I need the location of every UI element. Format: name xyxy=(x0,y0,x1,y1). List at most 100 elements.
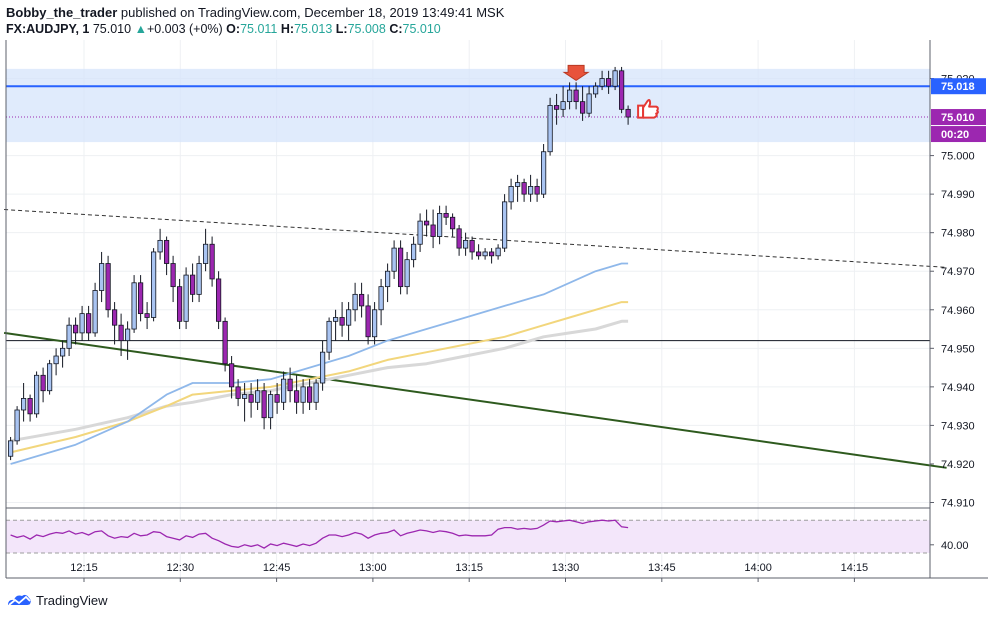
price-tick-label: 74.980 xyxy=(941,228,975,240)
candle xyxy=(423,209,430,237)
candle-body xyxy=(196,263,202,295)
candle-body xyxy=(436,213,443,237)
candle xyxy=(567,82,573,110)
candle xyxy=(606,70,612,94)
candle xyxy=(417,213,423,252)
candle xyxy=(306,379,313,410)
candle-body xyxy=(319,351,326,384)
candle xyxy=(495,244,501,260)
candle-body xyxy=(404,259,410,288)
candle-body xyxy=(73,324,79,334)
candle xyxy=(241,383,248,422)
low-label: L: xyxy=(335,22,348,36)
candle-body xyxy=(14,409,20,442)
time-tick-label: 13:30 xyxy=(552,562,580,574)
candle xyxy=(99,251,105,303)
candle-body xyxy=(430,224,436,237)
candle-body xyxy=(326,320,332,353)
candle xyxy=(53,348,59,376)
candle-body xyxy=(612,70,618,87)
candle xyxy=(625,105,631,125)
candle xyxy=(488,248,495,264)
candle xyxy=(397,240,404,295)
candle xyxy=(612,66,618,91)
candle-body xyxy=(378,286,384,311)
candle xyxy=(541,144,547,198)
candle-body xyxy=(125,328,131,342)
candle-body xyxy=(593,85,599,95)
candle xyxy=(319,340,326,391)
candle xyxy=(293,375,300,414)
candle xyxy=(60,340,66,368)
candle-body xyxy=(352,293,358,311)
candle xyxy=(469,236,475,260)
candle xyxy=(560,86,566,118)
candle-body xyxy=(580,101,586,114)
rsi-band xyxy=(6,520,930,553)
last-price-text: 75.010 xyxy=(92,22,132,36)
candle xyxy=(209,236,215,287)
symbol-label[interactable]: FX:AUDJPY, 1 xyxy=(6,22,90,36)
candle xyxy=(144,302,150,330)
candle-body xyxy=(625,108,631,118)
ma-mid-line xyxy=(10,301,629,454)
chart-annotations xyxy=(562,64,659,119)
candle-body xyxy=(112,309,118,326)
candle-body xyxy=(267,394,274,419)
candle-body xyxy=(384,270,391,288)
candle xyxy=(573,82,579,110)
candle-body xyxy=(332,317,339,322)
candle xyxy=(313,379,319,410)
candle-body xyxy=(371,309,378,338)
candle-body xyxy=(183,274,189,322)
candle-body xyxy=(176,286,183,322)
open-label: O: xyxy=(226,22,241,36)
candle xyxy=(163,236,170,276)
candle-body xyxy=(209,243,215,280)
close-label: C: xyxy=(389,22,403,36)
candle-body xyxy=(365,305,371,338)
candle-body xyxy=(60,347,66,357)
candle-body xyxy=(228,363,235,388)
candle xyxy=(202,228,209,272)
author-name[interactable]: Bobby_the_trader xyxy=(6,5,118,20)
candle xyxy=(176,278,183,330)
candle xyxy=(40,367,46,403)
candle-body xyxy=(34,374,40,415)
candle-body xyxy=(235,386,241,399)
price-tick-label: 74.910 xyxy=(941,498,975,510)
candle xyxy=(593,82,599,98)
candle-body xyxy=(248,394,254,403)
candle-body xyxy=(358,293,365,307)
candle-body xyxy=(300,386,306,403)
candle xyxy=(534,178,540,202)
candle xyxy=(378,278,384,326)
candle xyxy=(196,255,202,303)
candle-body xyxy=(118,324,124,342)
axes: 74.910 74.920 74.930 74.940 74.950 74.960 74.9… xyxy=(5,40,988,582)
candle xyxy=(332,309,339,341)
high-value: 75.013 xyxy=(294,22,333,36)
candle xyxy=(7,436,14,461)
candle-body xyxy=(606,78,612,87)
candle xyxy=(599,70,605,91)
price-tick-label: 74.960 xyxy=(941,305,975,317)
candle-body xyxy=(144,313,150,318)
candle-body xyxy=(27,398,33,415)
candle xyxy=(131,275,137,333)
candle xyxy=(456,224,462,256)
candle-body xyxy=(521,182,527,195)
candle-body xyxy=(274,394,280,403)
candle-body xyxy=(391,247,397,272)
candle-body xyxy=(541,151,547,195)
level-price-label: 75.018 xyxy=(941,81,975,93)
chart-attribution: Bobby_the_trader published on TradingVie… xyxy=(6,5,504,20)
candle-body xyxy=(345,309,352,326)
red-down-arrow-icon xyxy=(562,64,590,82)
candle xyxy=(384,263,391,303)
candle xyxy=(183,267,189,330)
candle xyxy=(274,383,280,414)
tradingview-logo[interactable]: TradingView xyxy=(6,592,108,608)
candle xyxy=(436,205,443,245)
